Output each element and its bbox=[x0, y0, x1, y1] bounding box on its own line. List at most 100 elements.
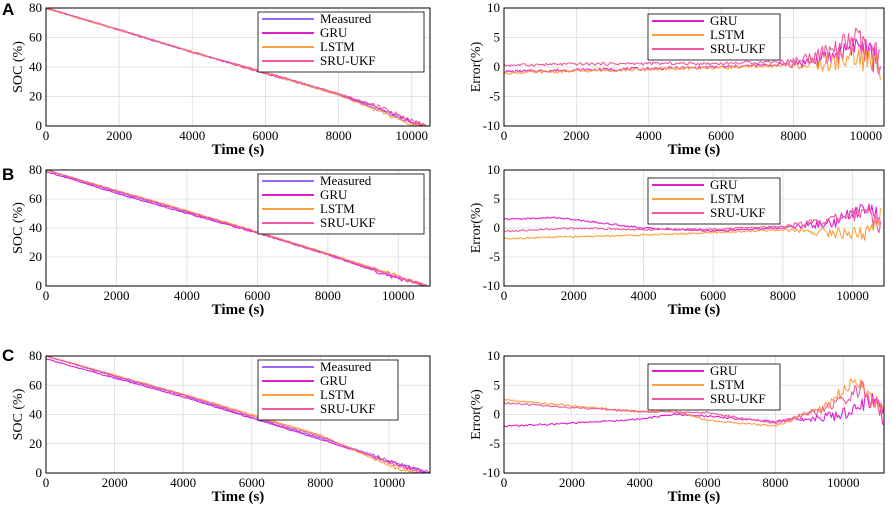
x-tick-label: 6000 bbox=[239, 475, 265, 490]
x-axis-label: Time (s) bbox=[668, 142, 721, 158]
series-line-gru bbox=[46, 170, 427, 286]
y-tick-label: 10 bbox=[487, 0, 500, 15]
plot-frame bbox=[503, 169, 885, 287]
y-tick-label: -5 bbox=[489, 436, 500, 451]
legend-label-sru-ukf: SRU-UKF bbox=[320, 53, 376, 68]
plot-frame bbox=[45, 7, 431, 127]
series-line-lstm bbox=[504, 45, 881, 81]
y-tick-label: 20 bbox=[29, 89, 42, 104]
legend-label-lstm: LSTM bbox=[710, 377, 745, 392]
y-tick-label: -10 bbox=[483, 278, 500, 293]
y-tick-label: -5 bbox=[489, 249, 500, 264]
y-tick-label: 0 bbox=[494, 59, 501, 74]
x-tick-label: 10000 bbox=[395, 128, 428, 143]
x-tick-label: 0 bbox=[43, 128, 50, 143]
y-tick-label: -5 bbox=[489, 89, 500, 104]
legend-label-sru-ukf: SRU-UKF bbox=[320, 401, 376, 416]
x-tick-label: 2000 bbox=[102, 475, 128, 490]
y-tick-label: 10 bbox=[487, 348, 500, 363]
plot-frame bbox=[45, 355, 431, 474]
x-axis-label: Time (s) bbox=[668, 302, 721, 318]
y-tick-label: 0 bbox=[36, 278, 43, 293]
x-tick-label: 8000 bbox=[770, 288, 796, 303]
legend-label-measured: Measured bbox=[320, 11, 372, 26]
y-tick-label: 0 bbox=[36, 118, 43, 133]
panel-letter-b: B bbox=[2, 165, 14, 184]
plot-frame bbox=[503, 355, 885, 474]
y-tick-label: 20 bbox=[29, 436, 42, 451]
x-tick-label: 8000 bbox=[326, 128, 352, 143]
x-tick-label: 2000 bbox=[106, 128, 132, 143]
panel-letter-a: A bbox=[2, 0, 14, 19]
x-tick-label: 0 bbox=[43, 475, 50, 490]
legend-label-gru: GRU bbox=[710, 177, 738, 192]
x-tick-label: 10000 bbox=[850, 128, 883, 143]
y-tick-label: 80 bbox=[29, 0, 42, 15]
legend-label-gru: GRU bbox=[320, 373, 348, 388]
x-tick-label: 0 bbox=[501, 128, 508, 143]
y-tick-label: 0 bbox=[494, 407, 501, 422]
series-group bbox=[504, 27, 881, 81]
y-tick-label: 40 bbox=[29, 407, 42, 422]
x-tick-label: 2000 bbox=[559, 475, 585, 490]
x-tick-label: 8000 bbox=[315, 288, 341, 303]
x-tick-label: 6000 bbox=[700, 288, 726, 303]
legend-label-gru: GRU bbox=[710, 13, 738, 28]
y-tick-label: 5 bbox=[494, 191, 501, 206]
y-tick-label: 0 bbox=[494, 220, 501, 235]
x-tick-label: 6000 bbox=[708, 128, 734, 143]
y-tick-label: 80 bbox=[29, 348, 42, 363]
legend-label-gru: GRU bbox=[710, 363, 738, 378]
x-tick-label: 2000 bbox=[103, 288, 129, 303]
x-axis-label: Time (s) bbox=[668, 489, 721, 505]
plot-frame bbox=[503, 7, 885, 127]
x-tick-label: 0 bbox=[501, 288, 508, 303]
series-line-sru-ukf bbox=[46, 170, 427, 286]
x-tick-label: 6000 bbox=[244, 288, 270, 303]
chart-panel-c-error: 0 2000 4000 6000 8000 10000 -10 -5 0 5 10 Time (s) E… bbox=[469, 348, 885, 505]
chart-panel-c: 0 2000 4000 6000 8000 10000 0 20 40 60 80 Time (s) S… bbox=[11, 348, 431, 505]
x-tick-label: 4000 bbox=[636, 128, 662, 143]
series-line-sru-ukf bbox=[504, 380, 884, 425]
chart-panel-b: 0 2000 4000 6000 8000 10000 0 20 40 60 80 Time (s) S… bbox=[11, 162, 431, 318]
y-tick-label: -10 bbox=[483, 465, 500, 480]
panel-letter-c: C bbox=[2, 346, 14, 365]
x-tick-label: 4000 bbox=[179, 128, 205, 143]
y-tick-label: 60 bbox=[29, 191, 42, 206]
series-group bbox=[46, 356, 430, 473]
x-tick-label: 8000 bbox=[762, 475, 788, 490]
legend-label-sru-ukf: SRU-UKF bbox=[710, 391, 766, 406]
y-axis-label: Error(%) bbox=[469, 202, 484, 253]
series-line-lstm bbox=[504, 378, 884, 428]
legend-label-lstm: LSTM bbox=[710, 27, 745, 42]
x-tick-label: 0 bbox=[501, 475, 508, 490]
chart-panel-a-error: 0 2000 4000 6000 8000 10000 -10 -5 0 5 10 Time (s) E… bbox=[469, 0, 885, 158]
legend-label-sru-ukf: SRU-UKF bbox=[320, 215, 376, 230]
legend-label-lstm: LSTM bbox=[320, 387, 355, 402]
y-axis-label: Error(%) bbox=[469, 389, 484, 440]
y-tick-label: 20 bbox=[29, 249, 42, 264]
x-tick-label: 4000 bbox=[630, 288, 656, 303]
series-line-measured bbox=[46, 356, 429, 473]
y-tick-label: 5 bbox=[494, 377, 501, 392]
y-tick-label: 60 bbox=[29, 30, 42, 45]
legend-label-lstm: LSTM bbox=[710, 191, 745, 206]
y-axis-label: SOC (%) bbox=[11, 202, 26, 254]
series-group bbox=[46, 8, 427, 126]
y-axis-label: SOC (%) bbox=[11, 41, 26, 93]
y-tick-label: 5 bbox=[494, 30, 501, 45]
legend-label-sru-ukf: SRU-UKF bbox=[710, 205, 766, 220]
legend-label-sru-ukf: SRU-UKF bbox=[710, 41, 766, 56]
series-line-gru bbox=[504, 392, 884, 428]
series-line-sru-ukf bbox=[504, 27, 881, 67]
y-tick-label: 10 bbox=[487, 162, 500, 177]
x-tick-label: 6000 bbox=[695, 475, 721, 490]
y-tick-label: 80 bbox=[29, 162, 42, 177]
chart-panel-a: 0 2000 4000 6000 8000 10000 0 20 40 60 80 Time (s) S… bbox=[11, 0, 431, 158]
x-tick-label: 8000 bbox=[781, 128, 807, 143]
